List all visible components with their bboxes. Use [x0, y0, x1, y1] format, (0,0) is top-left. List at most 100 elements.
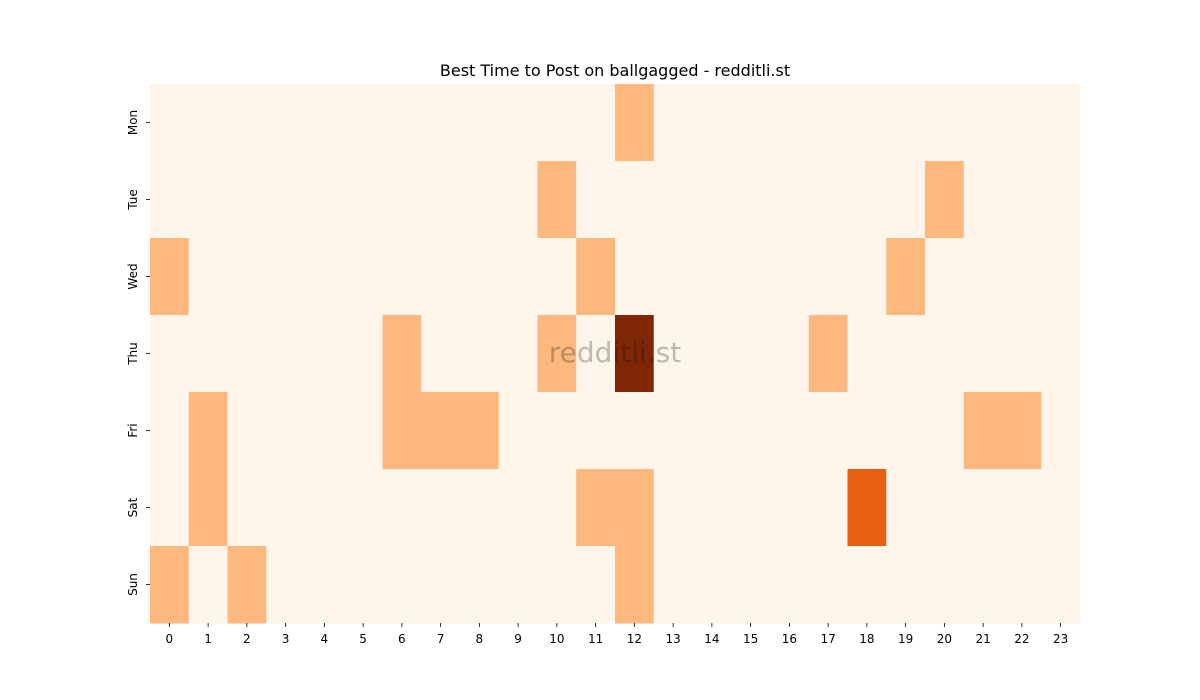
heatmap-cell-sat-20 [925, 469, 965, 547]
heatmap-cell-fri-11 [576, 392, 616, 470]
x-tick-label: 11 [588, 632, 603, 646]
heatmap-cell-tue-4 [305, 161, 345, 239]
heatmap-cell-sat-6 [382, 469, 422, 547]
heatmap-cell-mon-16 [770, 84, 810, 162]
heatmap-cell-sun-6 [382, 546, 422, 624]
heatmap-cell-sat-5 [343, 469, 383, 547]
heatmap-cell-fri-12 [615, 392, 655, 470]
heatmap-cell-tue-14 [692, 161, 732, 239]
x-tick-label: 8 [476, 632, 484, 646]
heatmap-cell-sun-2 [227, 546, 267, 624]
heatmap-cell-tue-18 [847, 161, 887, 239]
heatmap-cell-sat-0 [150, 469, 190, 547]
heatmap-cell-sun-21 [963, 546, 1003, 624]
heatmap-cell-sat-11 [576, 469, 616, 547]
heatmap-cell-sun-5 [343, 546, 383, 624]
heatmap-cell-wed-7 [421, 238, 461, 316]
heatmap-cell-wed-10 [537, 238, 577, 316]
heatmap-cell-sun-20 [925, 546, 965, 624]
heatmap-cell-wed-6 [382, 238, 422, 316]
heatmap-cell-tue-3 [266, 161, 306, 239]
heatmap-cell-fri-20 [925, 392, 965, 470]
heatmap-cell-mon-2 [227, 84, 267, 162]
x-tick-label: 19 [898, 632, 913, 646]
heatmap-cell-fri-23 [1041, 392, 1081, 470]
heatmap-cell-thu-2 [227, 315, 267, 393]
heatmap-cell-mon-5 [343, 84, 383, 162]
heatmap-cell-sun-18 [847, 546, 887, 624]
heatmap-cell-mon-6 [382, 84, 422, 162]
heatmap-cell-mon-19 [886, 84, 926, 162]
heatmap-cell-wed-15 [731, 238, 771, 316]
heatmap-cell-sat-16 [770, 469, 810, 547]
heatmap-cell-sun-15 [731, 546, 771, 624]
heatmap-cell-sat-2 [227, 469, 267, 547]
heatmap-cell-fri-5 [343, 392, 383, 470]
x-tick-label: 3 [282, 632, 290, 646]
y-axis: Mon Tue Wed Thu Fri Sat Sun [126, 110, 150, 596]
heatmap-cell-sat-3 [266, 469, 306, 547]
x-tick-label: 13 [665, 632, 680, 646]
heatmap-cell-thu-5 [343, 315, 383, 393]
heatmap-cell-tue-2 [227, 161, 267, 239]
x-tick-label: 10 [549, 632, 564, 646]
x-axis: 0 1 2 3 4 5 6 7 8 9 10 11 12 13 14 15 16 17 18 19 20 21 22 23 [166, 623, 1068, 646]
heatmap-cell-tue-19 [886, 161, 926, 239]
x-tick-label: 18 [859, 632, 874, 646]
heatmap-cell-thu-18 [847, 315, 887, 393]
heatmap-cell-fri-1 [188, 392, 228, 470]
heatmap-cell-tue-21 [963, 161, 1003, 239]
heatmap-cell-thu-4 [305, 315, 345, 393]
watermark-text: redditli.st [549, 336, 681, 369]
heatmap-cell-sat-15 [731, 469, 771, 547]
heatmap-cell-sun-3 [266, 546, 306, 624]
heatmap-cell-fri-18 [847, 392, 887, 470]
heatmap-cell-fri-13 [653, 392, 693, 470]
heatmap-cell-thu-13 [653, 315, 693, 393]
heatmap-cell-wed-20 [925, 238, 965, 316]
x-tick-label: 0 [166, 632, 174, 646]
heatmap-cell-sun-4 [305, 546, 345, 624]
heatmap-cell-sun-23 [1041, 546, 1081, 624]
heatmap-cell-wed-12 [615, 238, 655, 316]
heatmap-cell-wed-13 [653, 238, 693, 316]
heatmap-cell-wed-8 [460, 238, 500, 316]
y-tick-label: Tue [126, 189, 140, 211]
x-tick-label: 21 [975, 632, 990, 646]
heatmap-cell-tue-11 [576, 161, 616, 239]
heatmap-cell-fri-4 [305, 392, 345, 470]
heatmap-cell-fri-2 [227, 392, 267, 470]
heatmap-cell-sun-7 [421, 546, 461, 624]
heatmap-cell-mon-18 [847, 84, 887, 162]
x-tick-label: 20 [937, 632, 952, 646]
heatmap-cell-mon-23 [1041, 84, 1081, 162]
heatmap-cell-sat-23 [1041, 469, 1081, 547]
heatmap-cell-wed-17 [808, 238, 848, 316]
x-tick-label: 7 [437, 632, 445, 646]
y-tick-label: Sat [126, 497, 140, 517]
heatmap-cell-tue-10 [537, 161, 577, 239]
heatmap-cell-thu-12 [615, 315, 655, 393]
heatmap-cell-fri-6 [382, 392, 422, 470]
x-tick-label: 22 [1014, 632, 1029, 646]
heatmap-cell-thu-20 [925, 315, 965, 393]
heatmap-cell-sat-9 [498, 469, 538, 547]
heatmap-cell-wed-22 [1002, 238, 1042, 316]
x-tick-label: 23 [1053, 632, 1068, 646]
heatmap-cell-sun-19 [886, 546, 926, 624]
heatmap-cell-fri-10 [537, 392, 577, 470]
heatmap-cell-wed-16 [770, 238, 810, 316]
heatmap-cell-thu-0 [150, 315, 190, 393]
heatmap-cell-tue-1 [188, 161, 228, 239]
heatmap-cell-fri-7 [421, 392, 461, 470]
heatmap-cell-fri-0 [150, 392, 190, 470]
heatmap-cell-wed-0 [150, 238, 190, 316]
heatmap-cell-thu-17 [808, 315, 848, 393]
heatmap-cell-tue-12 [615, 161, 655, 239]
heatmap-cell-fri-8 [460, 392, 500, 470]
x-tick-label: 15 [743, 632, 758, 646]
heatmap-cell-thu-9 [498, 315, 538, 393]
heatmap-cell-sun-9 [498, 546, 538, 624]
heatmap-cell-tue-20 [925, 161, 965, 239]
